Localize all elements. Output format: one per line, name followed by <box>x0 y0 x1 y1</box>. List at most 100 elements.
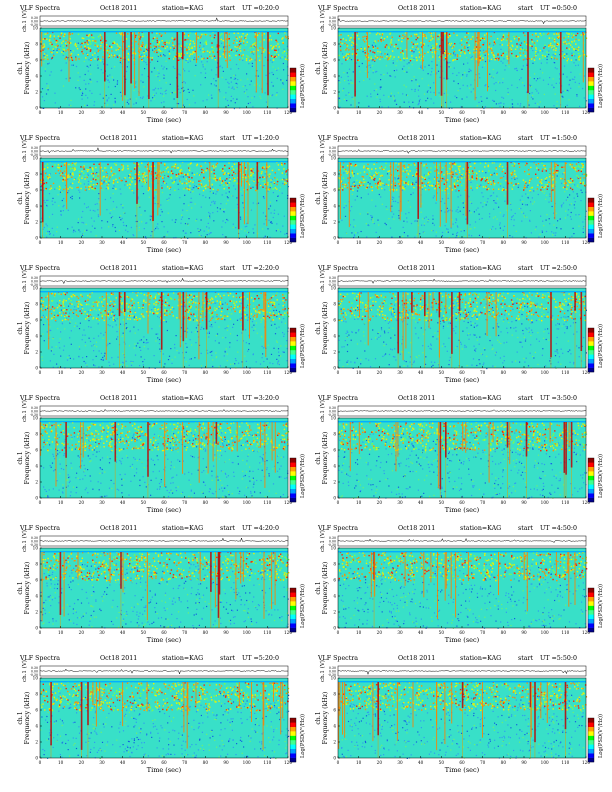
x-tick-label: 10 <box>58 110 64 115</box>
x-tick-label: 90 <box>223 630 229 635</box>
colorbar-label: Log(PSD(V²/Hz)) <box>299 584 306 628</box>
x-tick-label: 30 <box>397 110 403 115</box>
x-tick-label: 40 <box>120 370 126 375</box>
timeseries-line <box>39 277 288 285</box>
panel-start: start <box>220 265 236 272</box>
timeseries-line <box>337 669 587 676</box>
x-tick-label: 120 <box>582 110 590 115</box>
y-tick-label: 10 <box>33 416 39 421</box>
spectrogram-streaks <box>354 32 584 108</box>
x-tick-label: 110 <box>263 630 271 635</box>
x-tick-label: 100 <box>541 760 549 765</box>
y-tick-label: 2 <box>35 740 38 745</box>
panel-station: station=KAG <box>162 655 204 662</box>
y-tick-label: 4 <box>333 74 336 79</box>
x-tick-label: 80 <box>501 630 507 635</box>
colorbar <box>587 457 595 503</box>
panel-ut: UT =2:20:0 <box>242 265 280 272</box>
spectrogram-background <box>338 158 586 238</box>
y-tick-label: 0 <box>333 236 336 241</box>
spectrogram-streaks <box>338 682 567 758</box>
colorbar <box>289 327 297 373</box>
ts-tick-label: 0.30 <box>329 16 336 20</box>
x-tick-label: 30 <box>397 500 403 505</box>
y-tick-label: 8 <box>333 432 336 437</box>
panel-date: Oct18 2011 <box>100 265 138 272</box>
x-tick-label: 90 <box>223 760 229 765</box>
panel-station: station=KAG <box>460 655 502 662</box>
timeseries-line <box>337 149 587 155</box>
x-tick-label: 90 <box>521 110 527 115</box>
y-axis-channel: ch.1 <box>315 61 322 74</box>
x-axis-label: Time (sec) <box>445 506 480 514</box>
y-axis-label: Frequency (kHz) <box>24 692 31 745</box>
x-tick-label: 110 <box>561 110 569 115</box>
ts-tick-label: 0.30 <box>31 146 38 150</box>
x-tick-label: 0 <box>337 370 340 375</box>
panel-station: station=KAG <box>460 135 502 142</box>
y-tick-label: 2 <box>333 90 336 95</box>
panel-ut: UT =4:20:0 <box>242 525 280 532</box>
colorbar-label: Log(PSD(V²/Hz)) <box>597 194 604 238</box>
x-tick-label: 50 <box>141 110 147 115</box>
colorbar-label: Log(PSD(V²/Hz)) <box>299 714 306 758</box>
y-tick-label: 6 <box>35 578 38 583</box>
ts-tick-label: 0.00 <box>31 539 38 543</box>
x-tick-label: 0 <box>337 630 340 635</box>
y-tick-label: 0 <box>333 756 336 761</box>
x-axis-label: Time (sec) <box>147 506 182 514</box>
ts-tick-label: -0.30 <box>30 413 38 417</box>
x-tick-label: 70 <box>182 630 188 635</box>
spectrogram-streaks <box>41 32 269 108</box>
x-axis-label: Time (sec) <box>147 636 182 644</box>
x-tick-label: 0 <box>39 760 42 765</box>
x-tick-label: 100 <box>541 240 549 245</box>
x-tick-label: 110 <box>561 240 569 245</box>
x-tick-label: 60 <box>161 370 167 375</box>
x-tick-label: 20 <box>79 630 85 635</box>
y-tick-label: 4 <box>333 204 336 209</box>
y-tick-label: 0 <box>333 106 336 111</box>
y-axis-channel: ch.1 <box>315 711 322 724</box>
panel-ut: UT =5:20:0 <box>242 655 280 662</box>
x-tick-label: 60 <box>161 630 167 635</box>
y-tick-label: 0 <box>35 366 38 371</box>
x-tick-label: 50 <box>439 630 445 635</box>
y-tick-label: 2 <box>333 740 336 745</box>
y-axis-label: Frequency (kHz) <box>322 692 329 745</box>
panel-start: start <box>518 395 534 402</box>
x-tick-label: 120 <box>284 630 292 635</box>
x-tick-label: 70 <box>182 500 188 505</box>
panel-station: station=KAG <box>460 525 502 532</box>
x-tick-label: 10 <box>356 630 362 635</box>
x-tick-label: 20 <box>377 370 383 375</box>
x-tick-label: 70 <box>480 370 486 375</box>
x-tick-label: 90 <box>223 500 229 505</box>
ts-tick-label: -0.30 <box>30 673 38 677</box>
panel-header: VLF Spectra Oct18 2011 station=KAG start UT … <box>318 264 592 273</box>
y-axis-channel: ch.1 <box>17 451 24 464</box>
ts-tick-label: 0.30 <box>31 276 38 280</box>
x-tick-label: 60 <box>459 110 465 115</box>
x-tick-label: 10 <box>58 760 64 765</box>
x-tick-label: 100 <box>541 500 549 505</box>
x-tick-label: 70 <box>480 630 486 635</box>
ts-tick-label: 0.30 <box>329 666 336 670</box>
x-tick-label: 50 <box>439 500 445 505</box>
colorbar <box>587 197 595 243</box>
panel-date: Oct18 2011 <box>100 135 138 142</box>
x-tick-label: 10 <box>58 370 64 375</box>
y-tick-label: 0 <box>333 366 336 371</box>
y-tick-label: 4 <box>35 204 38 209</box>
colorbar <box>587 717 595 763</box>
x-tick-label: 40 <box>418 110 424 115</box>
spectrogram-panel: VLF Spectra Oct18 2011 station=KAG start UT … <box>8 394 308 524</box>
spectrogram-background <box>338 288 586 368</box>
y-axis-label: Frequency (kHz) <box>322 562 329 615</box>
panel-ut: UT =1:50:0 <box>540 135 578 142</box>
y-tick-label: 0 <box>35 626 38 631</box>
